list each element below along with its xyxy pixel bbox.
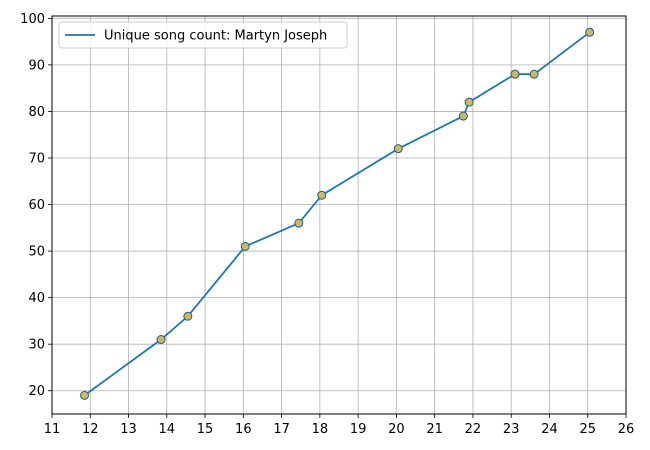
legend: Unique song count: Martyn Joseph bbox=[58, 21, 348, 49]
x-tick-label: 19 bbox=[350, 422, 367, 437]
axes-frame bbox=[51, 15, 627, 415]
grid-layer bbox=[51, 16, 627, 414]
y-tick-label: 30 bbox=[28, 338, 45, 353]
x-tick-label: 26 bbox=[618, 422, 635, 437]
data-point bbox=[156, 335, 166, 345]
x-tick-label: 14 bbox=[159, 422, 176, 437]
data-point bbox=[80, 390, 90, 400]
data-point bbox=[458, 111, 468, 121]
series-layer bbox=[80, 27, 595, 400]
data-point bbox=[393, 144, 403, 154]
legend-box bbox=[58, 21, 348, 49]
x-tick-label: 13 bbox=[120, 422, 137, 437]
tick-layer: 11 12 13 14 15 16 17 18 19 20 21 22 23 24 25 26 20 30 40 50… bbox=[20, 12, 634, 437]
legend-label: Unique song count: Martyn Joseph bbox=[104, 29, 327, 44]
y-tick-label: 20 bbox=[28, 384, 45, 399]
y-tick-label: 70 bbox=[28, 151, 45, 166]
data-point bbox=[510, 69, 520, 79]
data-point bbox=[294, 218, 304, 228]
x-tick-label: 25 bbox=[579, 422, 596, 437]
data-point bbox=[317, 190, 327, 200]
x-tick-label: 20 bbox=[388, 422, 405, 437]
y-tick-label: 60 bbox=[28, 198, 45, 213]
y-tick-label: 100 bbox=[20, 12, 45, 27]
y-tick-label: 90 bbox=[28, 58, 45, 73]
y-tick-label: 40 bbox=[28, 291, 45, 306]
data-point bbox=[240, 241, 250, 251]
x-tick-label: 12 bbox=[82, 422, 99, 437]
x-tick-label: 21 bbox=[426, 422, 443, 437]
data-point bbox=[529, 69, 539, 79]
data-point bbox=[464, 97, 474, 107]
x-tick-label: 16 bbox=[235, 422, 252, 437]
x-tick-label: 15 bbox=[197, 422, 214, 437]
x-tick-label: 17 bbox=[273, 422, 290, 437]
y-tick-label: 50 bbox=[28, 245, 45, 260]
x-tick-label: 24 bbox=[541, 422, 558, 437]
x-tick-label: 23 bbox=[503, 422, 520, 437]
x-tick-label: 18 bbox=[312, 422, 329, 437]
x-tick-label: 11 bbox=[44, 422, 61, 437]
y-tick-label: 80 bbox=[28, 105, 45, 120]
x-tick-label: 22 bbox=[465, 422, 482, 437]
data-point bbox=[183, 311, 193, 321]
data-point bbox=[585, 27, 595, 37]
